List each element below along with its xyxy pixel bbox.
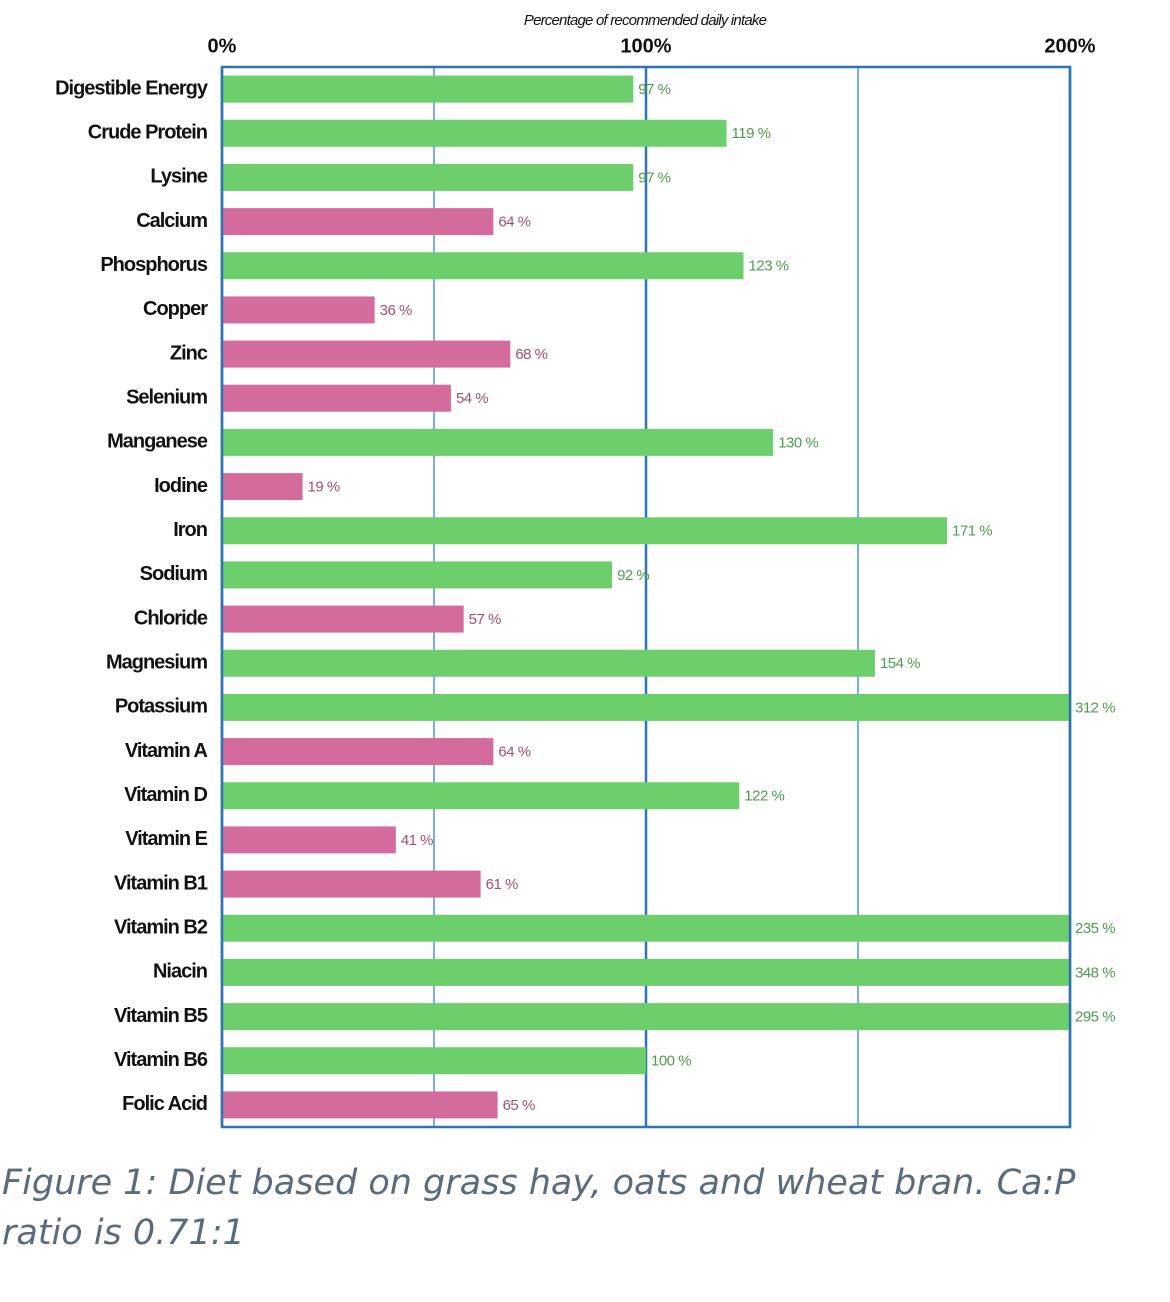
bar: [222, 384, 451, 412]
y-tick-label: Iron: [173, 519, 207, 541]
bar: [222, 252, 744, 280]
value-label: 154 %: [880, 655, 920, 672]
bar: [222, 119, 727, 147]
value-label: 348 %: [1075, 964, 1115, 981]
chart: Percentage of recommended daily intake 0…: [55, 12, 1116, 1129]
y-tick-label: Potassium: [115, 696, 207, 718]
x-tick-label: 200%: [1044, 35, 1095, 57]
bar: [222, 958, 1070, 986]
value-label: 171 %: [952, 523, 992, 540]
value-label: 57 %: [469, 611, 501, 628]
y-tick-label: Vitamin D: [124, 784, 207, 806]
y-tick-label: Folic Acid: [122, 1093, 207, 1115]
value-label: 65 %: [503, 1097, 535, 1114]
value-label: 97 %: [638, 81, 670, 98]
value-label: 64 %: [498, 744, 530, 761]
value-label: 122 %: [744, 788, 784, 805]
y-tick-label: Magnesium: [106, 652, 207, 674]
y-tick-label: Vitamin B5: [114, 1005, 208, 1027]
chart-title: Percentage of recommended daily intake: [524, 12, 767, 29]
bar: [222, 163, 634, 191]
y-tick-label: Niacin: [153, 961, 207, 983]
value-label: 123 %: [749, 258, 789, 275]
x-tick-label: 0%: [208, 35, 237, 57]
y-tick-label: Vitamin B2: [114, 917, 208, 939]
y-tick-label: Crude Protein: [88, 122, 207, 144]
value-label: 61 %: [486, 876, 518, 893]
value-label: 100 %: [651, 1053, 691, 1070]
y-tick-label: Calcium: [136, 210, 207, 232]
value-label: 130 %: [778, 434, 818, 451]
y-tick-label: Vitamin B6: [114, 1049, 208, 1071]
y-tick-label: Vitamin A: [125, 740, 208, 762]
bar: [222, 208, 494, 236]
value-label: 36 %: [380, 302, 412, 319]
y-tick-label: Iodine: [154, 475, 208, 497]
value-label: 312 %: [1075, 699, 1115, 716]
bar: [222, 605, 464, 633]
y-tick-label: Selenium: [126, 387, 207, 409]
value-label: 19 %: [308, 479, 340, 496]
bar: [222, 428, 774, 456]
value-label: 119 %: [732, 125, 771, 142]
y-tick-label: Sodium: [140, 563, 208, 585]
bar: [222, 296, 375, 324]
bar: [222, 517, 948, 545]
value-label: 41 %: [401, 832, 433, 849]
y-tick-label: Lysine: [150, 166, 207, 188]
bar: [222, 340, 511, 368]
value-label: 92 %: [617, 567, 649, 584]
y-tick-label: Vitamin B1: [114, 872, 208, 894]
bar: [222, 1047, 646, 1075]
bar: [222, 649, 875, 677]
y-tick-label: Phosphorus: [100, 254, 208, 276]
y-tick-label: Zinc: [170, 342, 208, 364]
y-tick-label: Manganese: [107, 431, 208, 453]
bar: [222, 826, 396, 854]
value-label: 54 %: [456, 390, 488, 407]
bar: [222, 1003, 1070, 1031]
bars: [222, 75, 1070, 1119]
y-tick-label: Chloride: [134, 607, 208, 629]
bar: [222, 1091, 498, 1119]
value-label: 235 %: [1075, 920, 1115, 937]
bar: [222, 561, 613, 589]
y-tick-label: Copper: [143, 298, 208, 320]
plot-frame: [220, 65, 1072, 1129]
value-label: 64 %: [498, 214, 530, 231]
bar: [222, 870, 481, 898]
bar: [222, 473, 303, 501]
bar: [222, 75, 634, 103]
bar: [222, 914, 1070, 942]
value-label: 68 %: [515, 346, 547, 363]
y-tick-label: Digestible Energy: [55, 77, 209, 99]
x-tick-label: 100%: [620, 35, 671, 57]
y-tick-label: Vitamin E: [125, 828, 207, 850]
value-label: 295 %: [1075, 1009, 1115, 1026]
bar: [222, 693, 1070, 721]
value-label: 97 %: [638, 169, 670, 186]
bar: [222, 738, 494, 766]
bar: [222, 782, 740, 810]
caption: Figure 1: Diet based on grass hay, oats …: [2, 1163, 1076, 1253]
